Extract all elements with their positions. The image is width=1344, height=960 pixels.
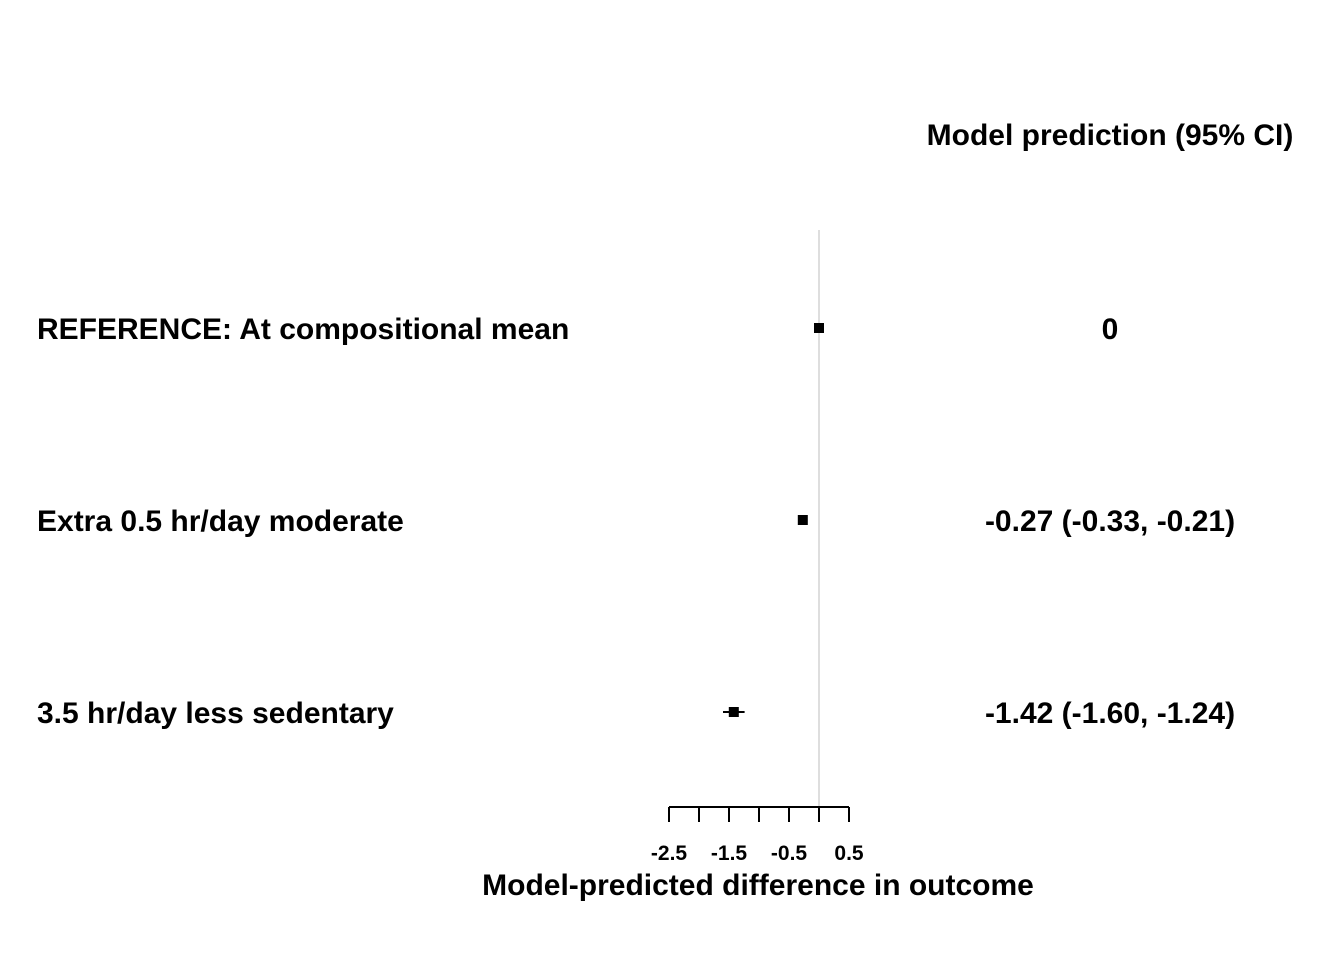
forest-rows: REFERENCE: At compositional mean 0 Extra 0… [37, 313, 1235, 730]
forest-row: REFERENCE: At compositional mean 0 [37, 313, 1118, 346]
point-estimate-marker [814, 323, 824, 333]
x-tick-label: -0.5 [771, 842, 808, 865]
row-label: REFERENCE: At compositional mean [37, 313, 569, 346]
x-axis: -2.5 -1.5 -0.5 0.5 [651, 806, 864, 865]
row-label: Extra 0.5 hr/day moderate [37, 505, 404, 538]
x-axis-ticks [668, 807, 850, 822]
x-tick-label: 0.5 [834, 842, 864, 865]
ci-column-header: Model prediction (95% CI) [927, 119, 1294, 152]
row-label: 3.5 hr/day less sedentary [37, 697, 394, 730]
x-axis-tick-labels: -2.5 -1.5 -0.5 0.5 [651, 842, 864, 865]
ci-value-text: -1.42 (-1.60, -1.24) [985, 697, 1235, 730]
point-estimate-marker [797, 515, 808, 525]
x-axis-title: Model-predicted difference in outcome [482, 869, 1034, 902]
x-tick-label: -1.5 [711, 842, 748, 865]
x-tick-label: -2.5 [651, 842, 688, 865]
forest-row: 3.5 hr/day less sedentary -1.42 (-1.60, -… [37, 697, 1235, 730]
ci-value-text: 0 [1102, 313, 1119, 346]
forest-row: Extra 0.5 hr/day moderate -0.27 (-0.33, -… [37, 505, 1235, 538]
ci-value-text: -0.27 (-0.33, -0.21) [985, 505, 1235, 538]
point-estimate-marker [728, 707, 739, 717]
